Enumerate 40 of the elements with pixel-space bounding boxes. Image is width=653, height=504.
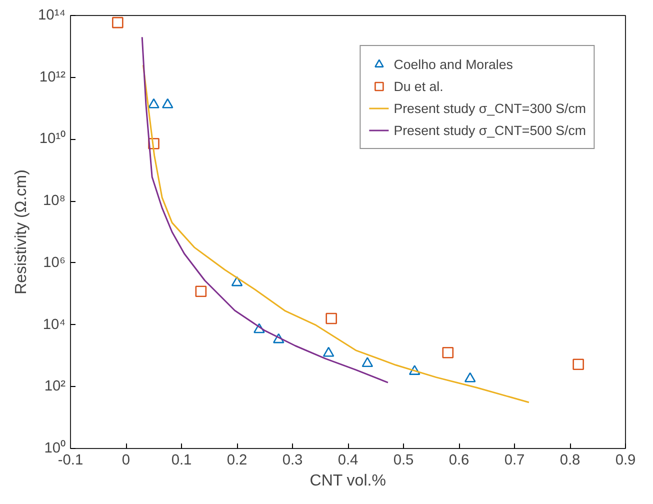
y-tick-label: 10¹² [39,69,66,86]
y-tick-label: 10⁴ [42,316,66,333]
x-tick-label: 0.6 [448,452,470,468]
x-tick-label: 0.3 [282,452,303,468]
point [148,98,160,108]
y-axis-title: Resistivity (Ω.cm) [13,170,30,294]
y-tick-label: 10² [44,378,66,395]
x-tick-label: 0.4 [338,452,358,468]
point [464,372,476,382]
legend-label: Coelho and Morales [394,56,513,72]
x-tick-label: 0.8 [560,452,580,468]
point [148,138,160,150]
point [572,358,584,370]
point [272,333,284,344]
x-tick-label: 0.7 [504,452,525,468]
point [322,346,334,357]
point [112,16,124,28]
x-tick-label: 0.1 [171,452,192,468]
point [326,312,337,324]
point [442,346,454,358]
x-tick-label: 0 [122,452,130,468]
y-tick-label: 10⁶ [43,254,66,271]
x-axis-title: CNT vol.% [310,472,386,490]
legend-label: Present study σ_CNT=500 S/cm [394,122,586,138]
legend-label: Du et al. [394,78,444,94]
x-tick-label: 0.9 [615,452,636,468]
x-tick-label: -0.1 [58,452,84,468]
point [231,276,243,286]
point [162,98,174,108]
legend-label: Present study σ_CNT=300 S/cm [394,100,586,116]
y-tick-label: 10⁸ [43,193,66,210]
point [254,323,265,334]
point [408,365,420,375]
x-tick-label: 0.2 [226,452,248,468]
point [362,357,374,368]
point [195,286,207,298]
x-tick-label: 0.5 [393,452,414,468]
y-tick-label: 10¹⁰ [39,130,66,148]
line-series [141,36,389,384]
y-tick-label: 10¹⁴ [38,8,66,24]
